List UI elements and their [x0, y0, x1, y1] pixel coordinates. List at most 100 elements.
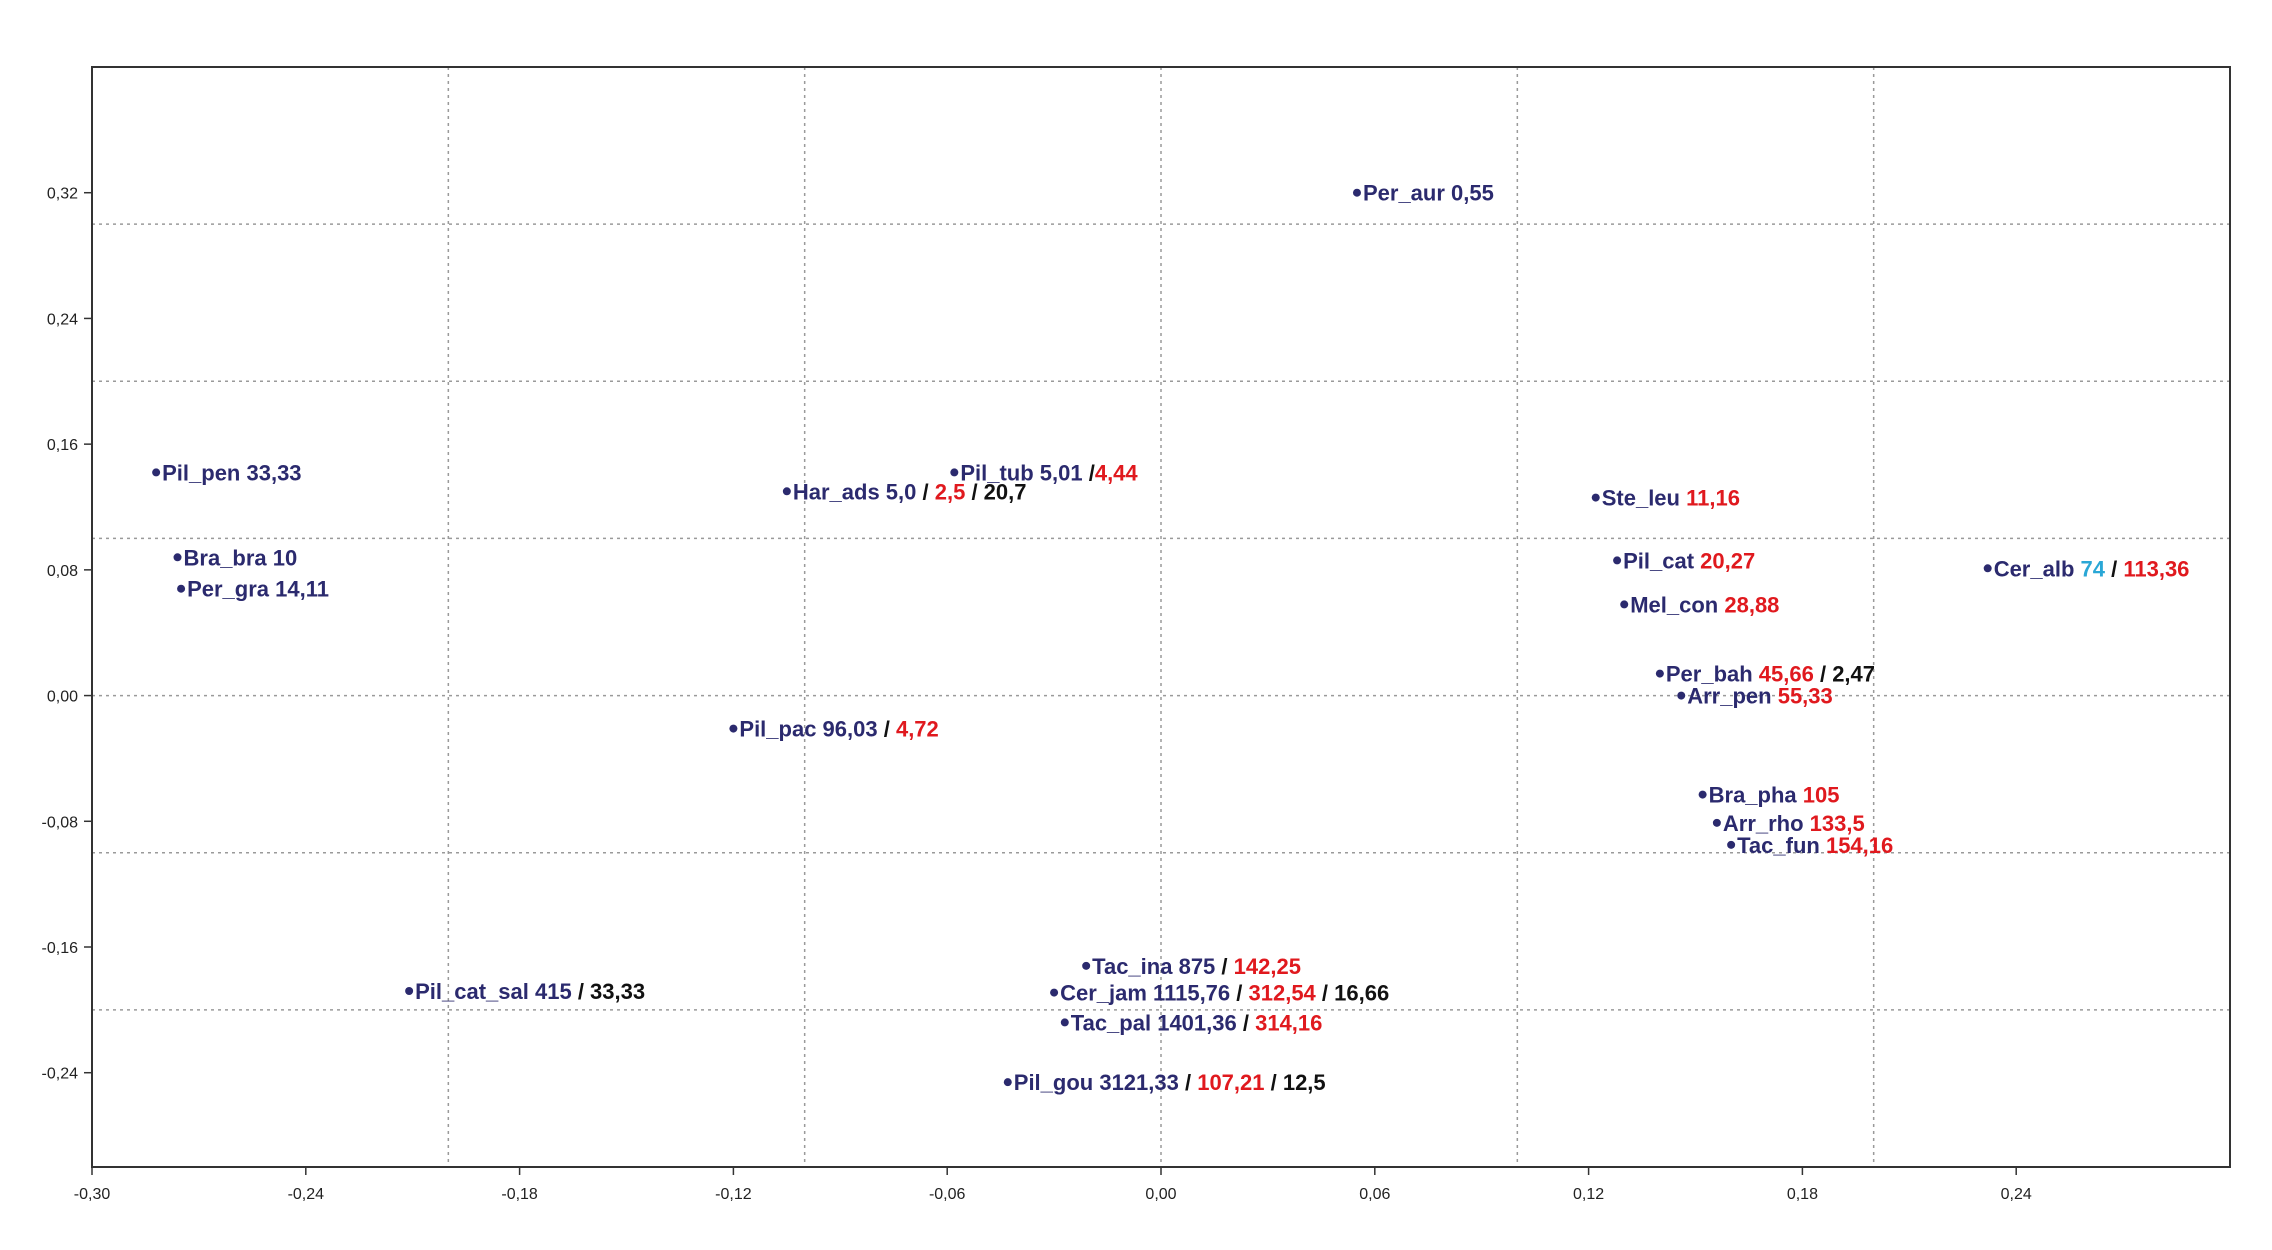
- y-tick-label: 0,24: [47, 311, 78, 328]
- point-label: Per_aur 0,55: [1363, 181, 1494, 206]
- x-tick-label: -0,18: [501, 1186, 538, 1203]
- point-label-segment: 142,25: [1234, 954, 1301, 979]
- point-label-segment: Per_gra: [187, 577, 270, 602]
- data-point: Tac_ina 875 / 142,25: [1082, 954, 1301, 979]
- x-tick-label: -0,24: [288, 1186, 325, 1203]
- x-tick-label: 0,00: [1145, 1186, 1176, 1203]
- point-label-segment: Har_ads: [793, 479, 880, 504]
- data-point: Per_gra 14,11: [177, 577, 329, 602]
- x-tick-label: 0,24: [2001, 1186, 2032, 1203]
- point-label-segment: 33,33: [240, 460, 301, 485]
- y-tick-label: -0,16: [42, 940, 79, 957]
- data-point: Bra_pha 105: [1698, 783, 1840, 808]
- point-label-segment: /: [1215, 954, 1233, 979]
- point-marker: [152, 468, 161, 477]
- data-point: Tac_fun 154,16: [1727, 833, 1893, 858]
- data-point: Mel_con 28,88: [1620, 592, 1779, 617]
- point-marker: [405, 987, 414, 995]
- x-tick-label: -0,06: [929, 1186, 966, 1203]
- point-label-segment: / 2,47: [1814, 662, 1875, 687]
- point-marker: [1655, 669, 1664, 678]
- point-label-segment: Per_bah: [1666, 662, 1753, 687]
- point-label: Arr_pen 55,33: [1687, 684, 1833, 709]
- point-marker: [1613, 556, 1622, 565]
- data-point: Bra_bra 10: [173, 545, 297, 570]
- point-label-segment: / 12,5: [1265, 1070, 1326, 1095]
- grid-lines: [92, 67, 2230, 1167]
- point-label-segment: Per_aur: [1363, 181, 1445, 206]
- point-label-segment: Pil_cat: [1623, 548, 1695, 573]
- data-point: Arr_rho 133,5: [1712, 811, 1865, 836]
- point-label-segment: 133,5: [1804, 811, 1865, 836]
- point-marker: [729, 724, 738, 733]
- point-label: Pil_cat_sal 415 / 33,33: [415, 979, 645, 1004]
- point-label: Per_bah 45,66 / 2,47: [1666, 662, 1875, 687]
- point-label: Pil_pen 33,33: [162, 460, 301, 485]
- point-label-segment: 1401,36: [1151, 1010, 1237, 1035]
- data-point: Pil_pac 96,03 / 4,72: [729, 717, 939, 742]
- point-label-segment: 1115,76: [1147, 981, 1230, 1006]
- point-label-segment: Pil_gou: [1014, 1070, 1093, 1095]
- point-label-segment: Cer_jam: [1060, 981, 1147, 1006]
- point-marker: [782, 487, 791, 496]
- point-label: Tac_fun 154,16: [1737, 833, 1893, 858]
- point-marker: [1060, 1018, 1069, 1027]
- y-tick-label: 0,00: [47, 689, 78, 706]
- point-label-segment: 3121,33: [1093, 1070, 1179, 1095]
- point-label-segment: 5,01: [1034, 460, 1083, 485]
- point-label-segment: 0,55: [1445, 181, 1494, 206]
- point-label-segment: 4,72: [896, 717, 939, 742]
- data-point: Pil_tub 5,01 /4,44: [950, 460, 1138, 485]
- point-marker: [173, 553, 182, 562]
- point-label: Mel_con 28,88: [1630, 592, 1779, 617]
- y-tick-label: -0,24: [42, 1066, 79, 1083]
- point-label-segment: 11,16: [1680, 486, 1740, 511]
- point-label: Per_gra 14,11: [187, 577, 329, 602]
- point-marker: [1983, 564, 1992, 573]
- point-label: Pil_pac 96,03 / 4,72: [739, 717, 938, 742]
- point-label-segment: 74: [2074, 556, 2105, 581]
- point-label-segment: Tac_fun: [1737, 833, 1820, 858]
- point-marker: [177, 584, 186, 593]
- point-marker: [1082, 961, 1091, 970]
- point-marker: [1698, 790, 1707, 799]
- x-tick-label: 0,18: [1787, 1186, 1818, 1203]
- point-label: Har_ads 5,0 / 2,5 / 20,7: [793, 479, 1027, 504]
- x-tick-label: 0,12: [1573, 1186, 1604, 1203]
- point-label-segment: Pil_cat_sal: [415, 979, 529, 1004]
- data-point: Per_bah 45,66 / 2,47: [1655, 662, 1875, 687]
- point-label-segment: 45,66: [1753, 662, 1814, 687]
- point-marker: [1352, 188, 1361, 197]
- data-point: Pil_pen 33,33: [152, 460, 302, 485]
- point-label-segment: Mel_con: [1630, 592, 1718, 617]
- point-label-segment: 312,54: [1249, 981, 1317, 1006]
- point-label-segment: Pil_tub: [960, 460, 1033, 485]
- point-label-segment: / 20,7: [965, 479, 1026, 504]
- point-label-segment: 20,27: [1694, 548, 1755, 573]
- point-label: Pil_gou 3121,33 / 107,21 / 12,5: [1014, 1070, 1326, 1095]
- point-label-segment: /: [1237, 1010, 1255, 1035]
- point-label-segment: Arr_rho: [1723, 811, 1804, 836]
- point-label: Bra_pha 105: [1709, 783, 1840, 808]
- point-label: Ste_leu 11,16: [1602, 486, 1740, 511]
- point-label-segment: 107,21: [1197, 1070, 1264, 1095]
- y-tick-label: -0,08: [42, 814, 79, 831]
- point-label-segment: Pil_pac: [739, 717, 816, 742]
- point-label-segment: 5,0: [880, 479, 917, 504]
- point-label-segment: 4,44: [1095, 460, 1139, 485]
- point-label-segment: Tac_pal: [1071, 1010, 1151, 1035]
- data-point: Har_ads 5,0 / 2,5 / 20,7: [782, 479, 1027, 504]
- point-label: Tac_pal 1401,36 / 314,16: [1071, 1010, 1323, 1035]
- point-label-segment: 96,03: [816, 717, 877, 742]
- point-label-segment: /: [1230, 981, 1248, 1006]
- point-marker: [1591, 493, 1600, 502]
- point-label-segment: 154,16: [1820, 833, 1893, 858]
- point-marker: [950, 468, 959, 477]
- data-point: Per_aur 0,55: [1352, 181, 1494, 206]
- point-label-segment: 105: [1797, 783, 1840, 808]
- point-label-segment: 28,88: [1718, 592, 1779, 617]
- point-marker: [1727, 840, 1736, 849]
- point-label-segment: / 16,66: [1316, 981, 1389, 1006]
- point-label: Tac_ina 875 / 142,25: [1092, 954, 1301, 979]
- x-tick-label: -0,30: [74, 1186, 111, 1203]
